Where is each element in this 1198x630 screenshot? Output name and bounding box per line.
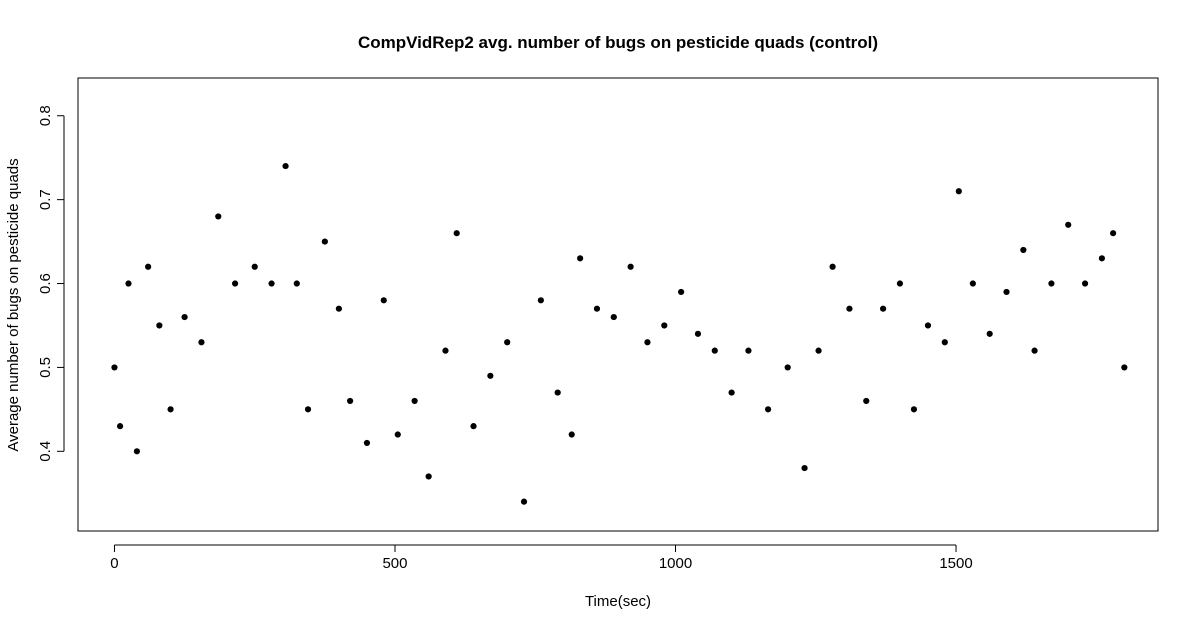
data-point [411,397,418,405]
y-tick-label: 0.7 [37,189,54,210]
data-point [504,339,511,346]
data-point [335,305,342,312]
data-point [453,230,460,237]
data-point [815,347,822,354]
data-point [425,473,432,480]
data-point [321,238,328,245]
data-point [910,406,918,413]
data-point [879,305,887,312]
data-points [111,162,1128,505]
data-point [941,339,948,346]
data-point [231,280,239,287]
data-point [554,389,561,396]
data-point [784,364,791,371]
data-point [1098,255,1105,262]
y-axis-label: Average number of bugs on pesticide quad… [5,158,22,451]
data-point [145,263,152,270]
data-point [1031,347,1038,354]
data-point [711,347,718,354]
data-point [568,431,575,438]
data-point [896,280,904,287]
data-point [347,397,354,405]
data-point [764,406,772,413]
data-point [215,213,222,220]
data-point [125,280,132,287]
data-point [846,305,853,312]
data-point [627,263,634,270]
data-point [520,498,528,505]
data-point [1048,280,1055,287]
data-point [268,280,275,287]
data-point [181,313,188,321]
data-point [111,364,118,371]
chart-title: CompVidRep2 avg. number of bugs on pesti… [358,33,878,52]
x-axis: 0 500 1000 1500 [110,544,973,572]
data-point [380,297,387,304]
data-point [829,263,836,270]
data-point [470,423,477,430]
data-point [1020,246,1027,254]
data-point [251,263,258,270]
x-tick-label: 1000 [659,555,692,572]
x-tick-label: 1500 [939,555,972,572]
data-point [593,305,601,312]
data-point [1003,288,1010,296]
y-axis: 0.4 0.5 0.6 0.7 0.8 [37,105,65,462]
y-tick-label: 0.8 [37,105,54,126]
data-point [801,464,808,472]
data-point [955,188,962,195]
data-point [363,439,371,447]
data-point [728,389,735,396]
data-point [293,280,300,287]
data-point [610,313,617,321]
data-point [167,406,174,413]
data-point [577,255,584,262]
data-point [487,372,494,379]
y-tick-label: 0.4 [37,441,54,462]
data-point [661,322,668,329]
x-tick-label: 500 [382,555,407,572]
data-point [969,280,976,287]
plot-frame [77,77,1159,532]
data-point [394,431,401,438]
data-point [863,397,870,405]
data-point [537,297,544,304]
data-point [694,330,702,337]
data-point [442,347,449,354]
data-point [1110,230,1117,237]
data-point [644,339,651,346]
data-point [133,448,141,455]
y-tick-label: 0.6 [37,273,54,294]
data-point [198,339,205,346]
x-axis-label: Time(sec) [585,593,651,610]
data-point [304,406,312,413]
data-point [1065,221,1072,228]
data-point [282,162,289,170]
data-point [924,322,932,329]
y-tick-label: 0.5 [37,357,54,378]
data-point [1121,364,1128,371]
data-point [986,330,993,337]
x-tick-label: 0 [110,555,118,572]
data-point [678,288,685,296]
data-point [745,347,752,354]
data-point [156,322,163,329]
data-point [116,423,124,430]
data-point [1081,280,1089,287]
